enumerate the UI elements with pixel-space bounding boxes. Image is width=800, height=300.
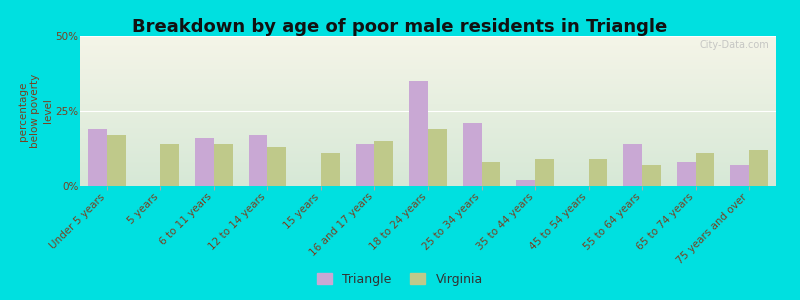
- Legend: Triangle, Virginia: Triangle, Virginia: [312, 268, 488, 291]
- Bar: [642, 165, 661, 186]
- Bar: [482, 162, 500, 186]
- Bar: [267, 147, 286, 186]
- Bar: [696, 153, 714, 186]
- Bar: [410, 81, 428, 186]
- Bar: [428, 129, 446, 186]
- Bar: [106, 135, 126, 186]
- Bar: [750, 150, 768, 186]
- Bar: [160, 144, 179, 186]
- Bar: [462, 123, 482, 186]
- Bar: [589, 159, 607, 186]
- Text: City-Data.com: City-Data.com: [699, 40, 769, 50]
- Bar: [516, 180, 535, 186]
- Bar: [623, 144, 642, 186]
- Bar: [195, 138, 214, 186]
- Bar: [321, 153, 340, 186]
- Bar: [356, 144, 374, 186]
- Bar: [88, 129, 106, 186]
- Bar: [214, 144, 233, 186]
- Text: Breakdown by age of poor male residents in Triangle: Breakdown by age of poor male residents …: [132, 18, 668, 36]
- Bar: [249, 135, 267, 186]
- Bar: [677, 162, 696, 186]
- Bar: [374, 141, 394, 186]
- Bar: [730, 165, 750, 186]
- Bar: [535, 159, 554, 186]
- Y-axis label: percentage
below poverty
level: percentage below poverty level: [18, 74, 53, 148]
